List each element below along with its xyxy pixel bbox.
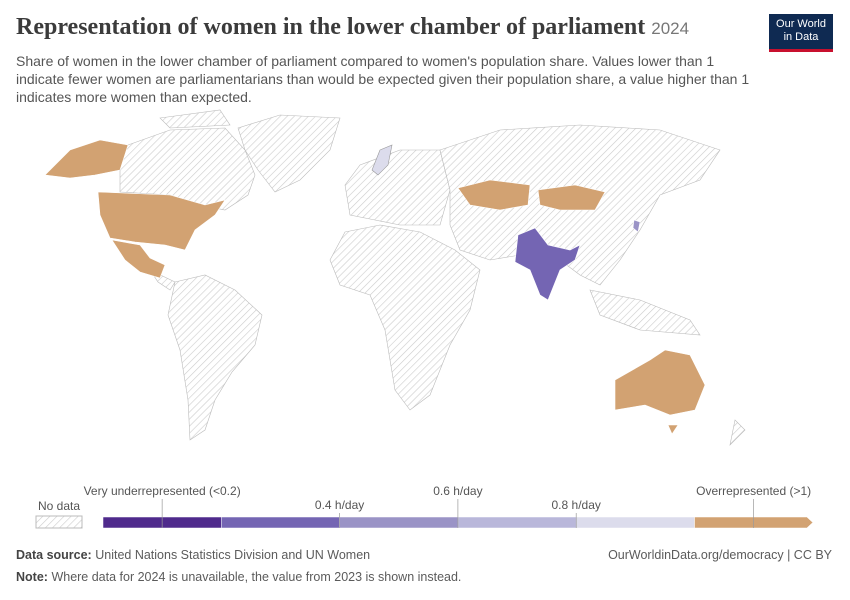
new-zealand	[729, 419, 746, 446]
alaska	[44, 139, 129, 179]
note-text: Where data for 2024 is unavailable, the …	[51, 570, 462, 584]
year: 2024	[651, 19, 690, 38]
colored-countries	[44, 139, 706, 435]
legend-bin	[575, 516, 695, 529]
south-america	[167, 274, 263, 441]
korea	[632, 219, 641, 233]
source: Data source: United Nations Statistics D…	[16, 548, 370, 562]
india	[514, 227, 581, 301]
sweden	[371, 144, 393, 176]
legend-label: Overrepresented (>1)	[696, 484, 811, 498]
africa	[329, 224, 481, 411]
note-label: Note:	[16, 570, 48, 584]
note: Note: Where data for 2024 is unavailable…	[16, 570, 461, 584]
usa	[97, 191, 226, 251]
mongolia	[537, 184, 606, 211]
legend-label: 0.4 h/day	[315, 498, 364, 512]
logo-line: Our World	[776, 18, 826, 30]
source-label: Data source:	[16, 548, 92, 562]
no-data-label: No data	[38, 499, 80, 513]
legend: No data Very underrepresented (<0.2) 0.4 …	[35, 484, 814, 529]
greenland	[237, 114, 341, 193]
southeast-asia	[589, 289, 701, 336]
europe	[344, 149, 451, 226]
legend-bin	[221, 516, 340, 529]
countries	[119, 109, 746, 446]
source-text: United Nations Statistics Division and U…	[95, 548, 371, 562]
kazakhstan	[457, 179, 531, 211]
tasmania	[667, 424, 679, 435]
legend-bin	[339, 516, 459, 529]
australia	[614, 349, 706, 416]
subtitle: Share of women in the lower chamber of p…	[16, 53, 750, 105]
legend-label: 0.6 h/day	[433, 484, 482, 498]
legend-bin	[457, 516, 577, 529]
logo-line: in Data	[783, 31, 819, 43]
legend-label: Very underrepresented (<0.2)	[84, 484, 241, 498]
canada	[119, 127, 256, 211]
no-data-swatch	[35, 515, 83, 529]
mexico	[111, 239, 166, 279]
title-text: Representation of women in the lower cha…	[16, 14, 646, 40]
legend-label: 0.8 h/day	[552, 498, 601, 512]
title: Representation of women in the lower cha…	[16, 14, 689, 41]
logo[interactable]: Our World in Data	[769, 14, 833, 52]
arctic-islands	[159, 109, 231, 129]
url[interactable]: OurWorldinData.org/democracy | CC BY	[608, 548, 832, 562]
